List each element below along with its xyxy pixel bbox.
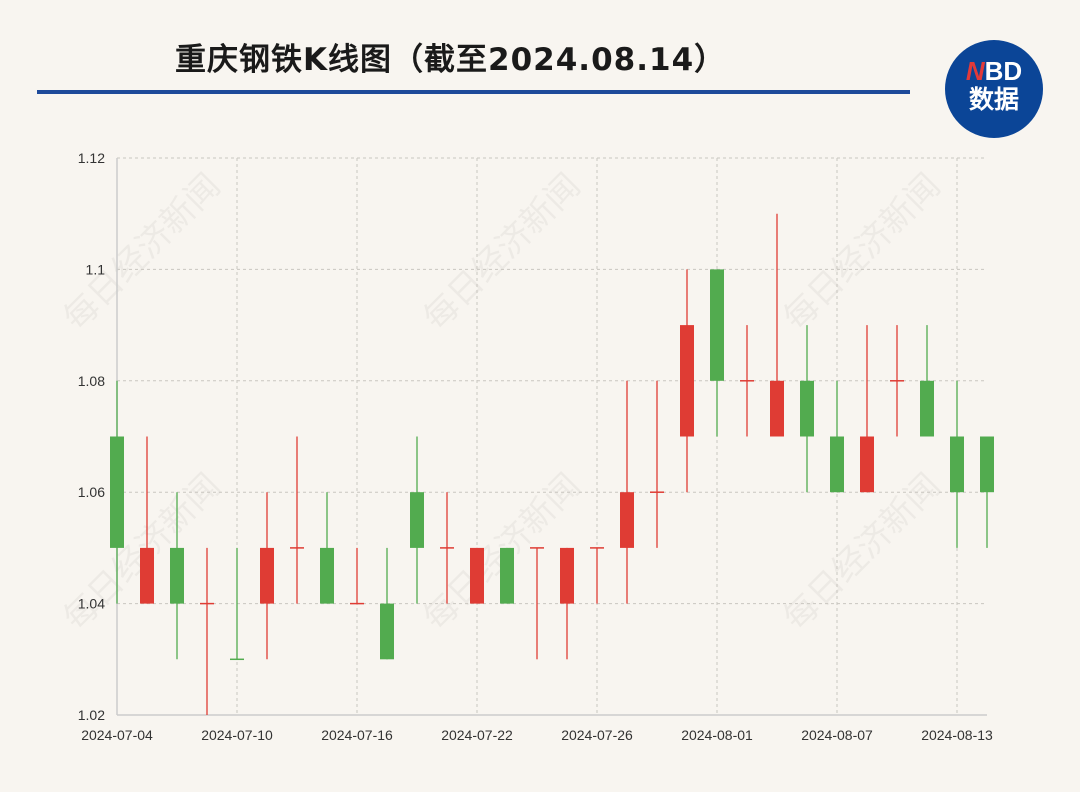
candle-body (260, 547, 274, 604)
candle-body (980, 436, 994, 493)
y-tick-label: 1.12 (78, 150, 105, 166)
candle-body (170, 547, 184, 604)
watermark: 每日经济新闻 (776, 166, 949, 339)
watermark: 每日经济新闻 (56, 166, 229, 339)
x-tick-label: 2024-07-22 (441, 727, 513, 743)
candle-body (560, 547, 574, 604)
candle-body (620, 492, 634, 548)
nbd-logo: NBD 数据 (945, 40, 1043, 138)
candle-body (830, 436, 844, 493)
logo-n: N (965, 56, 985, 86)
chart-title: 重庆钢铁K线图（截至2024.08.14） (175, 42, 727, 78)
title-underline (37, 90, 910, 94)
x-tick-label: 2024-07-10 (201, 727, 273, 743)
x-tick-label: 2024-08-01 (681, 727, 753, 743)
candle-body (500, 547, 514, 604)
candle-body (920, 380, 934, 437)
x-tick-label: 2024-08-07 (801, 727, 873, 743)
candle-body (140, 547, 154, 604)
candle-body (320, 547, 334, 604)
y-tick-label: 1.02 (78, 707, 105, 723)
y-tick-label: 1.08 (78, 373, 105, 389)
watermark: 每日经济新闻 (416, 166, 589, 339)
candle-body (110, 436, 124, 548)
y-tick-label: 1.06 (78, 484, 105, 500)
x-tick-label: 2024-08-13 (921, 727, 993, 743)
logo-data: 数据 (968, 85, 1019, 114)
logo-bd: BD (984, 56, 1023, 86)
candle-body (800, 380, 814, 437)
candle-body (380, 603, 394, 660)
x-tick-label: 2024-07-04 (81, 727, 153, 743)
candle-body (470, 547, 484, 604)
x-tick-label: 2024-07-26 (561, 727, 633, 743)
candle-body (680, 325, 694, 437)
candle-body (410, 492, 424, 548)
candle-body (710, 269, 724, 381)
candle-body (860, 436, 874, 493)
candle-body (950, 436, 964, 493)
candle-body (770, 380, 784, 437)
x-tick-label: 2024-07-16 (321, 727, 393, 743)
y-tick-label: 1.04 (78, 596, 105, 612)
y-tick-label: 1.1 (86, 261, 106, 277)
